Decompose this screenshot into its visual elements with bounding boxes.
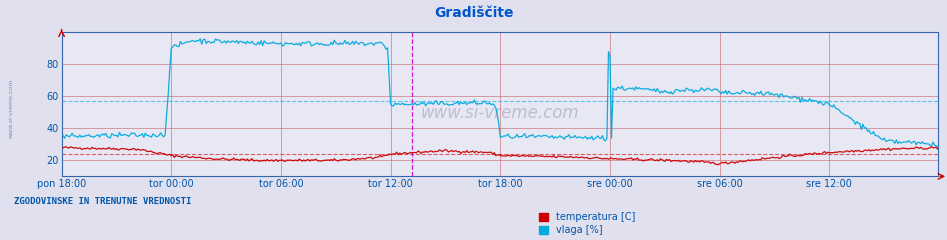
Text: Gradiščite: Gradiščite — [434, 6, 513, 20]
Legend: temperatura [C], vlaga [%]: temperatura [C], vlaga [%] — [539, 212, 635, 235]
Text: www.si-vreme.com: www.si-vreme.com — [9, 78, 14, 138]
Text: www.si-vreme.com: www.si-vreme.com — [420, 104, 579, 122]
Text: ZGODOVINSKE IN TRENUTNE VREDNOSTI: ZGODOVINSKE IN TRENUTNE VREDNOSTI — [14, 197, 191, 206]
